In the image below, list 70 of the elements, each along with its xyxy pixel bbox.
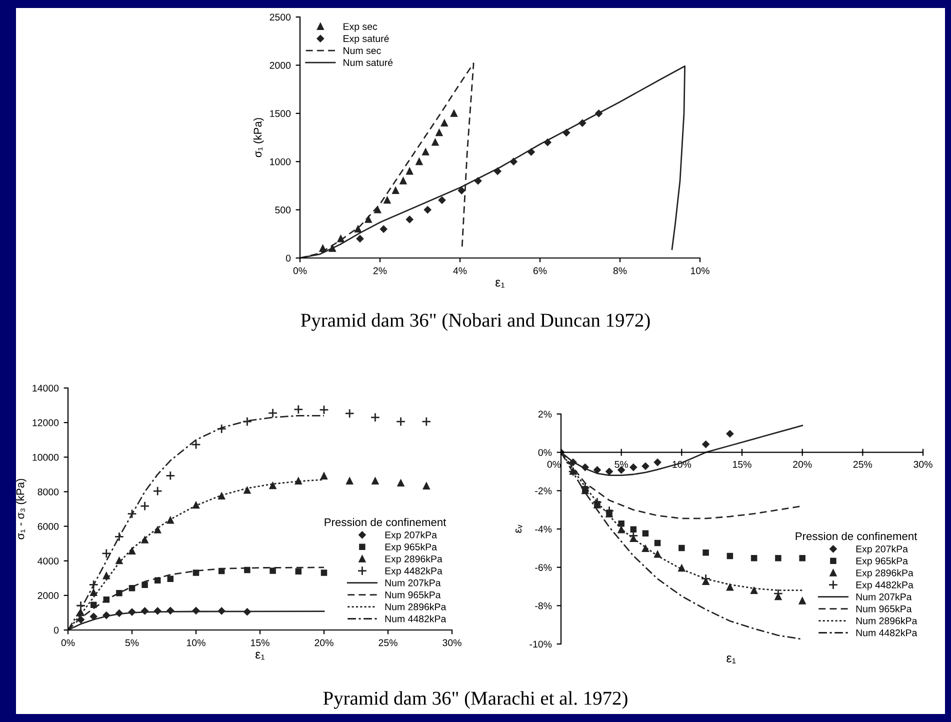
y-tick-label: 6000	[38, 523, 59, 530]
y-tick-label: 0	[286, 254, 291, 262]
y-tick-label: 500	[275, 206, 291, 214]
legend-title: Pression de confinement	[324, 518, 446, 526]
x-tick-label: 10%	[187, 639, 206, 646]
y-tick-label: 2500	[270, 14, 291, 21]
x-tick-label: 8%	[613, 267, 627, 274]
legend-label: Exp 4482kPa	[856, 581, 914, 590]
x-tick-label: 15%	[251, 639, 270, 646]
legend-label: Num saturé	[344, 58, 393, 66]
x-tick-label: 30%	[914, 460, 932, 468]
y-tick-label: 8000	[38, 488, 59, 496]
x-axis-title: ε₁	[496, 280, 505, 288]
legend-title: Pression de confinement	[796, 532, 918, 540]
y-tick-label: 1000	[270, 158, 291, 166]
y-tick-label: 2%	[538, 410, 552, 418]
y-axis-title: σ₁ (kPa)	[253, 118, 264, 158]
text: Pyramid dam 36" (Nobari and Duncan 1972)	[300, 313, 650, 331]
x-tick-label: 20%	[793, 460, 812, 468]
y-axis-title: εᵥ	[515, 524, 522, 533]
x-tick-label: 15%	[733, 460, 752, 468]
x-tick-label: 10%	[691, 267, 710, 274]
legend-label: Exp 965kPa	[385, 543, 437, 552]
y-tick-label: 2000	[38, 592, 59, 600]
x-tick-label: 5%	[614, 460, 628, 468]
y-tick-label: 10000	[32, 454, 59, 461]
legend-label: Num 4482kPa	[385, 615, 446, 622]
y-tick-label: 14000	[32, 384, 59, 392]
x-tick-label: 30%	[442, 639, 462, 646]
legend-label: Exp saturé	[344, 34, 389, 44]
legend-label: Exp 207kPa	[385, 531, 437, 540]
legend-label: Num 207kPa	[856, 593, 912, 600]
y-tick-label: 0	[54, 626, 59, 634]
legend-label: Exp 4482kPa	[385, 567, 442, 576]
x-axis-title: ε₁	[256, 652, 265, 660]
y-tick-label: -4%	[535, 526, 552, 533]
legend-label: Num 2896kPa	[856, 617, 918, 624]
y-tick-label: -6%	[535, 564, 552, 571]
x-tick-label: 0%	[293, 267, 307, 274]
y-tick-label: -8%	[535, 602, 552, 610]
x-tick-label: 25%	[378, 639, 398, 646]
y-tick-label: 4000	[38, 558, 59, 564]
legend-label: Num 965kPa	[856, 605, 912, 612]
legend-label: Num 207kPa	[385, 579, 441, 586]
x-tick-label: 0%	[61, 639, 75, 646]
x-tick-label: 6%	[533, 267, 547, 274]
legend-label: Exp 2896kPa	[385, 555, 442, 564]
legend-label: Num 965kPa	[385, 591, 441, 598]
legend-label: Num 4482kPa	[856, 629, 918, 636]
x-tick-label: 25%	[853, 460, 872, 468]
x-axis-title: ε₁	[726, 656, 736, 664]
legend-label: Num sec	[344, 47, 381, 54]
legend-label: Num 2896kPa	[385, 603, 446, 610]
x-tick-label: 4%	[453, 267, 467, 274]
x-tick-label: 2%	[373, 267, 387, 274]
x-tick-label: 0%	[547, 460, 561, 468]
y-tick-label: 12000	[32, 419, 59, 426]
legend-label: Exp 965kPa	[856, 557, 908, 566]
legend-label: Exp sec	[344, 23, 378, 32]
x-tick-label: 5%	[125, 639, 139, 646]
y-tick-label: -10%	[530, 640, 552, 648]
legend-label: Exp 2896kPa	[856, 569, 914, 578]
y-tick-label: 0%	[538, 449, 552, 456]
text: Pyramid dam 36" (Marachi et al. 1972)	[323, 691, 628, 709]
y-tick-label: -2%	[535, 487, 552, 494]
legend-label: Exp 207kPa	[856, 545, 908, 554]
y-tick-label: 2000	[270, 62, 291, 69]
y-tick-label: 1500	[270, 110, 291, 118]
y-axis-title: σ₁ - σ₃ (kPa)	[16, 478, 26, 540]
x-tick-label: 20%	[314, 639, 334, 646]
